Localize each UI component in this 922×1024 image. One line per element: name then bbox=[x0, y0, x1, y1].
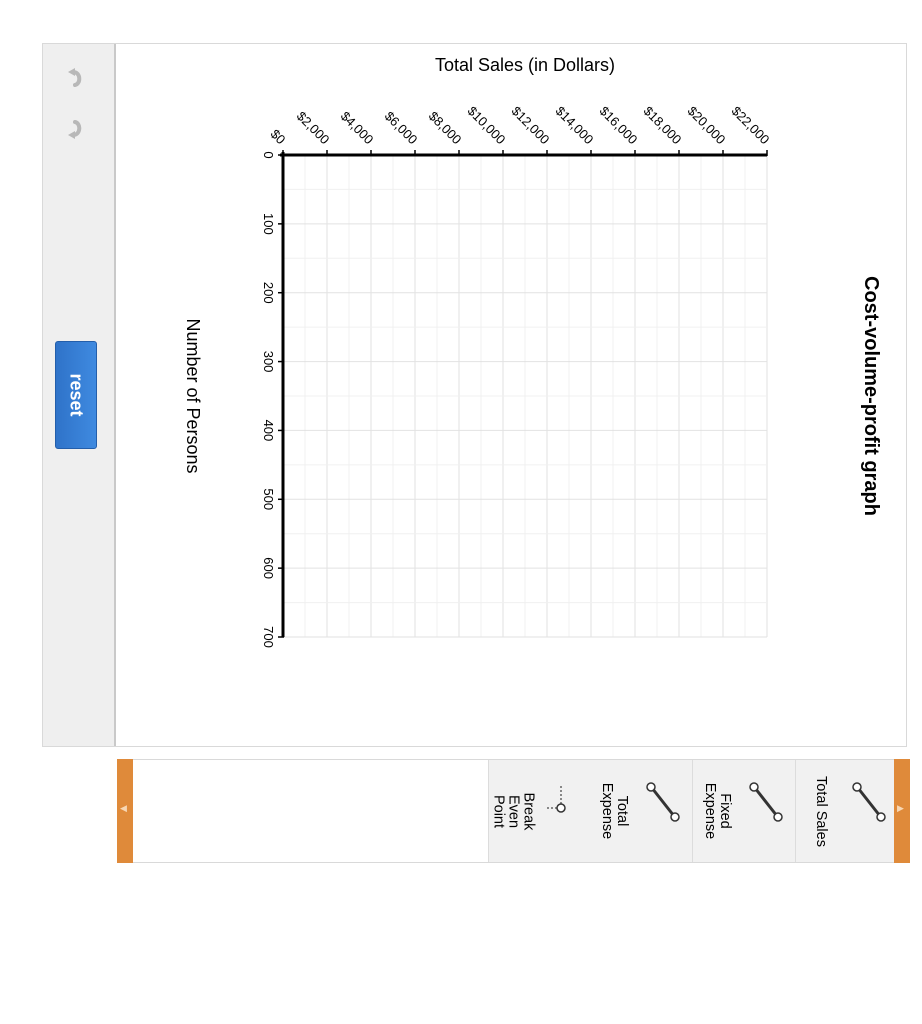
tool-label: Break Even Point bbox=[490, 766, 537, 856]
line-tool-icon bbox=[646, 782, 680, 822]
x-tick-label: $20,000 bbox=[685, 103, 729, 147]
tool-label: Total Sales bbox=[800, 766, 840, 856]
point-tool-icon bbox=[545, 786, 566, 813]
x-tick-label: $14,000 bbox=[553, 103, 597, 147]
tool-fixed-expense[interactable]: Fixed Expense bbox=[692, 760, 795, 862]
tool-total-sales[interactable]: Total Sales bbox=[795, 760, 898, 862]
x-tick-label: $10,000 bbox=[465, 103, 509, 147]
tool-label-text: Total Expense bbox=[599, 782, 631, 840]
y-axis-title: Number of Persons bbox=[183, 318, 203, 473]
tool-label: Total Expense bbox=[594, 766, 634, 856]
redo-icon[interactable] bbox=[63, 117, 89, 139]
x-tick-label: $2,000 bbox=[294, 108, 333, 147]
caret-left-icon: ◀ bbox=[120, 803, 127, 813]
x-tick-label: $22,000 bbox=[729, 103, 773, 147]
palette-scroll-right-handle[interactable]: ▶ bbox=[894, 759, 910, 863]
x-tick-label: $8,000 bbox=[426, 108, 465, 147]
y-tick-label: 200 bbox=[261, 282, 276, 304]
cost-volume-profit-chart[interactable]: $0 $2,000 $4,000 $6,000 $8,000 $10,000 $12,000… bbox=[0, 0, 922, 760]
y-tick-label: 500 bbox=[261, 488, 276, 510]
graph-frame: reset bbox=[42, 43, 907, 747]
tool-break-even-point[interactable]: Break Even Point bbox=[488, 760, 591, 862]
x-tick-label: $12,000 bbox=[509, 103, 553, 147]
caret-right-icon: ▶ bbox=[897, 803, 904, 813]
y-tick-label: 300 bbox=[261, 351, 276, 373]
chart-title: Cost-volume-profit graph bbox=[860, 276, 882, 516]
y-tick-label: 700 bbox=[261, 626, 276, 648]
x-axis-title: Total Sales (in Dollars) bbox=[435, 55, 615, 75]
x-tick-label: $6,000 bbox=[382, 108, 421, 147]
palette-scroll-left-handle[interactable]: ◀ bbox=[117, 759, 133, 863]
tool-label-text: Fixed Expense bbox=[702, 782, 734, 840]
tool-total-expense[interactable]: Total Expense bbox=[589, 760, 692, 862]
line-tool-icon bbox=[852, 782, 886, 822]
y-tick-label: 100 bbox=[261, 213, 276, 235]
undo-icon[interactable] bbox=[63, 68, 89, 90]
x-tick-label: $0 bbox=[268, 126, 289, 147]
left-toolbar: reset bbox=[43, 44, 116, 746]
y-tick-label: 600 bbox=[261, 557, 276, 579]
x-tick-label: $16,000 bbox=[597, 103, 641, 147]
tool-label: Fixed Expense bbox=[697, 766, 737, 856]
tool-palette: ◀ Total Sales Fixed Expense Total Expense B… bbox=[117, 759, 910, 863]
y-tick-label: 400 bbox=[261, 420, 276, 442]
x-tick-label: $4,000 bbox=[338, 108, 377, 147]
reset-button[interactable]: reset bbox=[55, 341, 97, 449]
tool-label-text: Total Sales bbox=[812, 775, 829, 847]
y-tick-label: 0 bbox=[261, 151, 276, 158]
x-tick-label: $18,000 bbox=[641, 103, 685, 147]
tool-label-text: Break Even Point bbox=[490, 792, 537, 830]
line-tool-icon bbox=[749, 782, 783, 822]
